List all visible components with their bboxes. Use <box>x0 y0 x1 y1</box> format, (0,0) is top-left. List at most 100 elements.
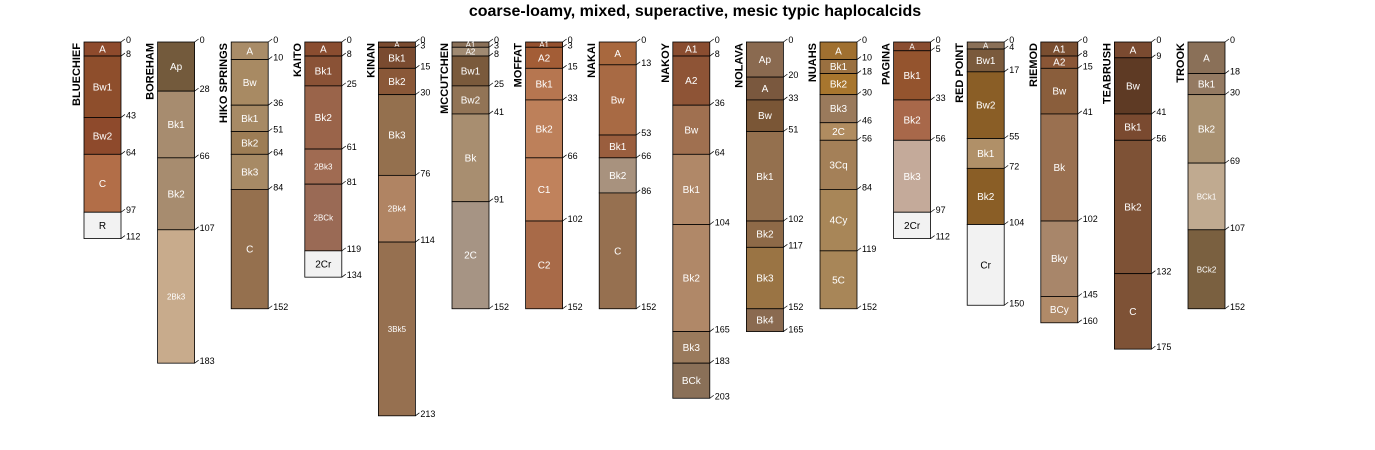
depth-label: 104 <box>715 218 730 228</box>
depth-tick <box>1077 319 1083 324</box>
horizon-label: Bk3 <box>388 131 406 142</box>
depth-label: 102 <box>568 214 583 224</box>
depth-tick <box>783 96 788 101</box>
depth-tick <box>341 38 347 43</box>
horizon-block <box>377 94 416 176</box>
depth-label: 41 <box>1083 107 1093 117</box>
horizon-block <box>746 131 784 222</box>
depth-label: 56 <box>1156 133 1166 143</box>
depth-label: 66 <box>568 151 578 161</box>
depth-label: 0 <box>1009 35 1014 45</box>
horizon-label: Bk2 <box>609 171 627 182</box>
horizon-label: C1 <box>538 185 551 196</box>
horizon-label: A <box>320 45 327 56</box>
horizon-label: 2Bk3 <box>314 163 333 172</box>
horizon-block <box>525 220 563 310</box>
horizon-block <box>1040 220 1079 297</box>
depth-tick <box>1003 165 1009 169</box>
soil-profile-kinan: KINAN A Bk1 Bk2 Bk3 2Bk4 3Bk5 03 15 30 76 114 213 <box>365 35 435 419</box>
depth-label: 64 <box>715 147 725 157</box>
depth-tick <box>709 38 715 43</box>
horizon-label: 2Cr <box>315 260 332 271</box>
horizon-block <box>672 331 711 364</box>
depth-tick <box>562 154 567 159</box>
depth-tick <box>930 235 935 239</box>
soil-profile-teabrush: TEABRUSH A Bw Bk1 Bk2 C 0 9 41 56 132 175 <box>1101 35 1171 352</box>
horizon-label: Bw2 <box>976 101 996 112</box>
depth-label: 61 <box>347 142 357 152</box>
depth-label: 91 <box>494 195 504 205</box>
horizon-label: Bk1 <box>830 62 848 73</box>
depth-tick <box>341 247 347 252</box>
depth-label: 25 <box>347 79 357 89</box>
horizon-label: Bk3 <box>683 343 701 354</box>
depth-tick <box>856 70 862 74</box>
horizon-label: Bw <box>758 111 773 122</box>
horizon-label: A2 <box>538 53 551 64</box>
horizon-label: R <box>99 221 106 232</box>
horizon-label: A <box>394 41 400 50</box>
depth-tick <box>635 154 641 159</box>
depth-label: 15 <box>1083 61 1093 71</box>
depth-tick <box>194 87 199 92</box>
depth-label: 30 <box>420 88 430 98</box>
depth-tick <box>635 61 641 66</box>
profile-name: NUAHS <box>807 43 819 82</box>
depth-label: 152 <box>788 302 803 312</box>
depth-tick <box>194 226 199 231</box>
depth-label: 150 <box>1009 298 1024 308</box>
horizon-block <box>304 183 343 252</box>
horizon-block <box>672 104 711 155</box>
depth-tick <box>267 305 273 310</box>
horizon-label: Bk2 <box>241 138 259 149</box>
depth-label: 20 <box>788 70 798 80</box>
depth-label: 8 <box>126 49 131 59</box>
depth-label: 55 <box>1009 132 1019 142</box>
depth-tick <box>783 73 788 78</box>
depth-tick <box>562 65 567 69</box>
horizon-label: A1 <box>1053 45 1066 56</box>
depth-label: 84 <box>862 182 872 192</box>
depth-tick <box>267 186 273 190</box>
profile-name: TROOK <box>1175 43 1187 83</box>
depth-label: 56 <box>862 133 872 143</box>
depth-tick <box>415 91 420 95</box>
depth-label: 152 <box>862 302 877 312</box>
horizon-block <box>230 153 269 190</box>
horizon-block <box>377 174 416 243</box>
depth-label: 107 <box>200 223 215 233</box>
depth-label: 175 <box>1156 342 1171 352</box>
horizon-block <box>672 362 711 399</box>
depth-label: 0 <box>788 35 793 45</box>
depth-label: 33 <box>568 93 578 103</box>
depth-label: 104 <box>1009 218 1024 228</box>
horizon-block <box>672 224 711 332</box>
horizon-block <box>598 157 637 194</box>
profile-name: KINAN <box>365 43 377 78</box>
depth-tick <box>1077 52 1083 57</box>
soil-profile-nolava: NOLAVA Ap A Bw Bk1 Bk2 Bk3 Bk4 0 20 33 51 102 117 152 1… <box>733 35 803 335</box>
depth-tick <box>1224 305 1230 310</box>
depth-tick <box>1224 70 1230 74</box>
depth-tick <box>1003 135 1009 139</box>
depth-tick <box>267 151 273 155</box>
horizon-block <box>83 117 122 155</box>
depth-tick <box>856 119 862 124</box>
depth-label: 51 <box>273 125 283 135</box>
horizon-label: Bk2 <box>167 189 185 200</box>
depth-label: 0 <box>568 35 573 45</box>
depth-label: 152 <box>494 302 509 312</box>
depth-tick <box>562 96 567 101</box>
depth-tick <box>783 38 788 43</box>
depth-tick <box>709 394 715 399</box>
horizon-label: C <box>614 246 621 257</box>
depth-label: 0 <box>126 35 131 45</box>
depth-label: 8 <box>347 49 352 59</box>
depth-tick <box>562 43 567 48</box>
horizon-block <box>819 139 858 190</box>
horizon-label: 2Cr <box>904 221 921 232</box>
depth-label: 0 <box>1230 35 1235 45</box>
depth-label: 102 <box>788 214 803 224</box>
